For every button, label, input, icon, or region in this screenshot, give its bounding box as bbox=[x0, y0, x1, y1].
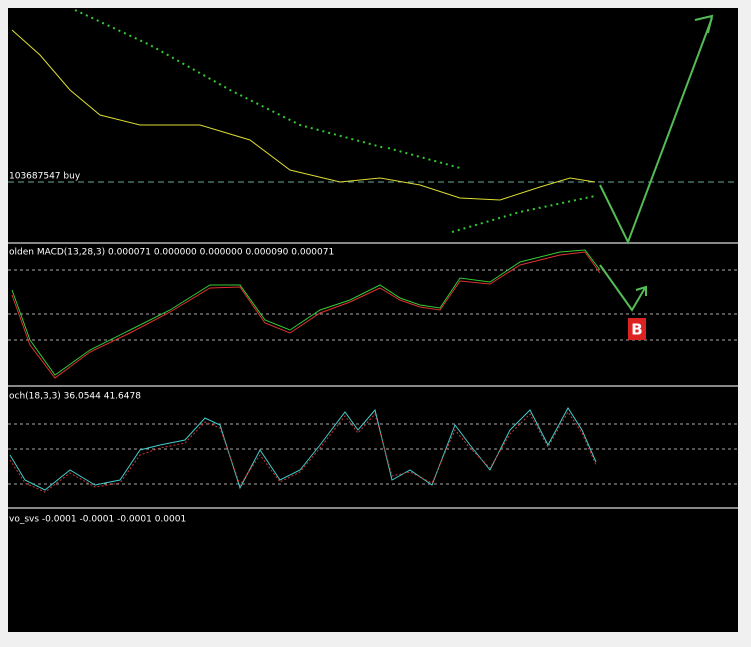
panels bbox=[8, 181, 738, 509]
forecast-arrow bbox=[599, 17, 713, 245]
forecast-arrow bbox=[599, 264, 646, 312]
indicator-label: vo_svs -0.0001 -0.0001 -0.0001 0.0001 bbox=[9, 515, 186, 525]
indicator-label: olden MACD(13,28,3) 0.000071 0.000000 0.… bbox=[9, 248, 334, 258]
annotation: B bbox=[631, 321, 642, 339]
indicator-label: och(18,3,3) 36.0544 41.6478 bbox=[9, 392, 141, 402]
sar-dots bbox=[387, 147, 461, 169]
annotation-box bbox=[628, 318, 646, 340]
signal-line bbox=[11, 251, 601, 379]
sar-dots bbox=[74, 9, 386, 149]
macd-line bbox=[11, 249, 601, 376]
order-label: 103687547 buy bbox=[9, 172, 81, 182]
arrow-head bbox=[635, 285, 647, 296]
stoch-signal bbox=[9, 411, 597, 493]
arrow-head bbox=[694, 14, 714, 34]
moving-average bbox=[11, 29, 596, 201]
stoch-main bbox=[9, 407, 597, 491]
chart-area bbox=[8, 8, 738, 632]
